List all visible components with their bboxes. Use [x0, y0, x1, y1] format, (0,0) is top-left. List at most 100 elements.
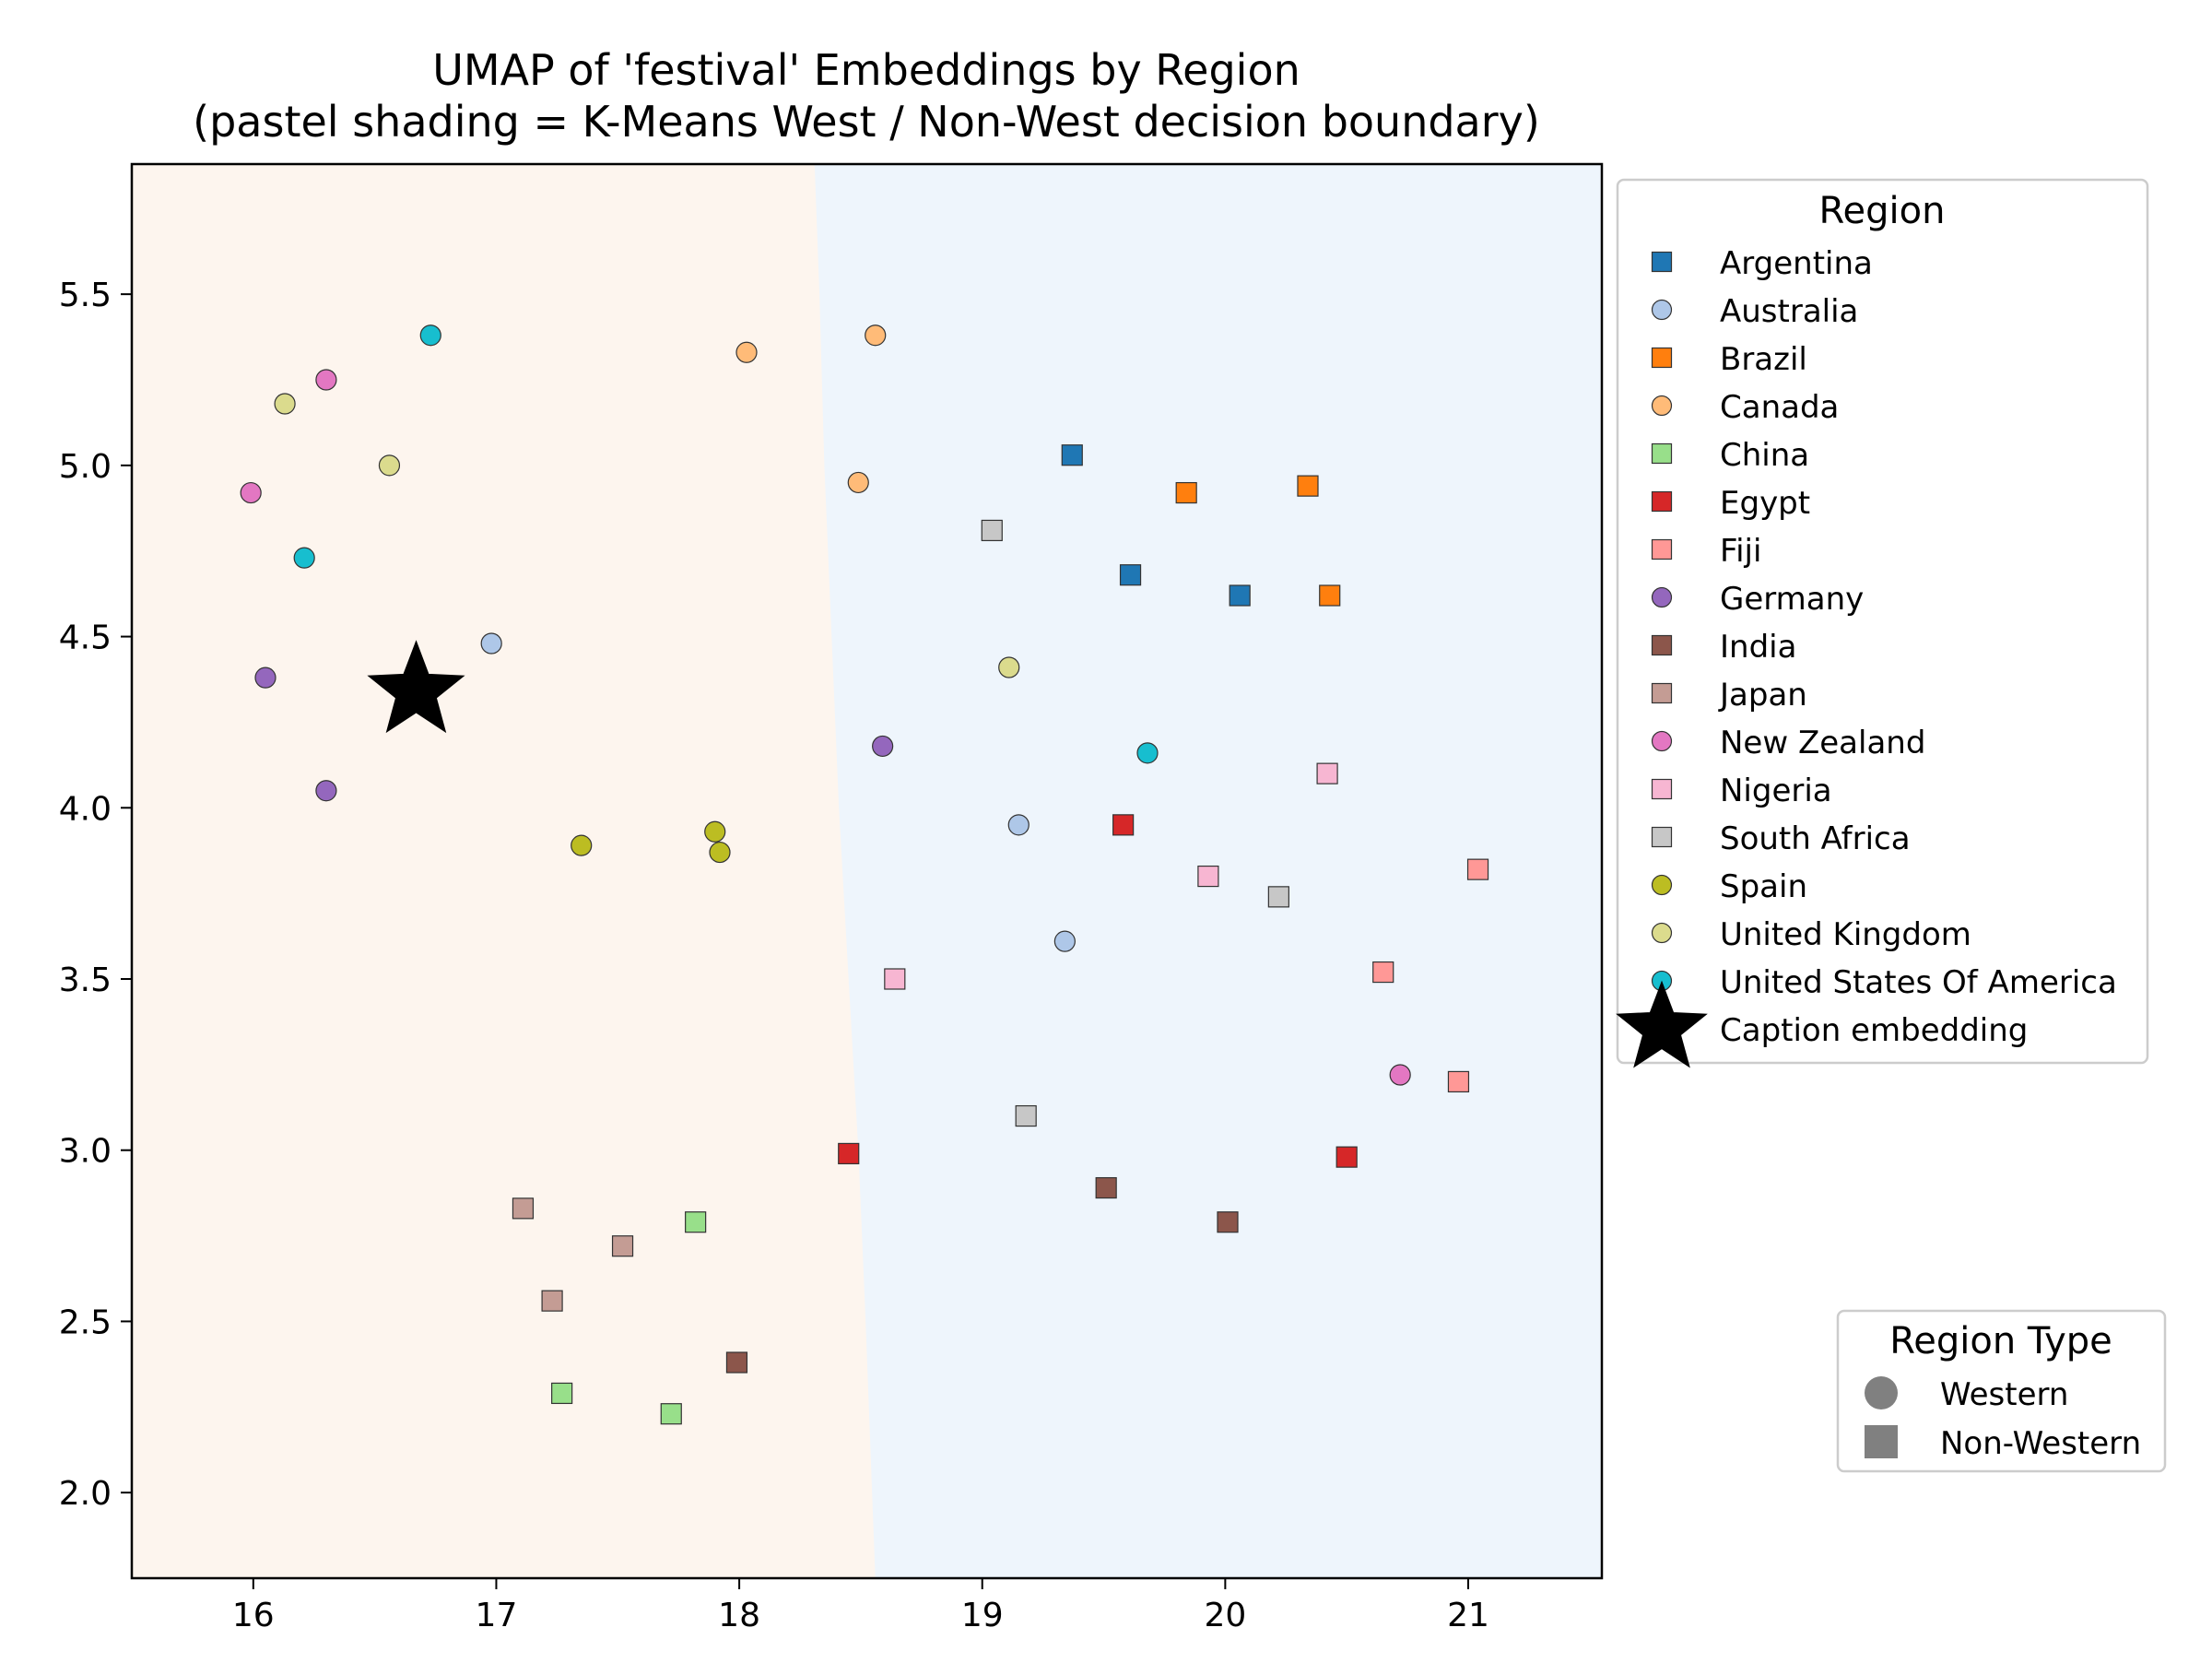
legend-type-title: Region Type — [1889, 1320, 2112, 1362]
legend-marker-nigeria — [1651, 778, 1673, 800]
point-spain — [704, 820, 726, 843]
point-egypt — [1335, 1146, 1358, 1168]
point-canada — [735, 341, 758, 363]
y-tick-label: 3.0 — [59, 1133, 112, 1171]
legend-marker-united-kingdom — [1651, 922, 1673, 944]
y-tick-label: 5.0 — [59, 448, 112, 486]
point-south-africa — [1267, 886, 1289, 908]
legend-marker-australia — [1651, 299, 1673, 321]
legend-marker-south-africa — [1651, 826, 1673, 848]
legend-label-egypt: Egypt — [1720, 485, 1810, 522]
legend-label-brazil: Brazil — [1720, 341, 1807, 378]
point-fiji — [1466, 858, 1489, 880]
point-canada — [847, 471, 869, 494]
point-caption-embedding — [367, 640, 465, 734]
legend-label-canada: Canada — [1720, 389, 1839, 426]
legend-label-india: India — [1720, 629, 1796, 666]
point-nigeria — [1197, 865, 1219, 888]
x-tick-label: 20 — [1204, 1597, 1246, 1634]
x-tick-label: 17 — [476, 1597, 518, 1634]
data-points — [240, 324, 1489, 1425]
chart-title-line-2: (pastel shading = K-Means West / Non-Wes… — [193, 97, 1540, 147]
x-axis-ticks: 16 17 18 19 20 21 — [232, 1578, 1489, 1634]
legend-label-china: China — [1720, 437, 1809, 474]
point-united-kingdom — [274, 393, 296, 415]
point-germany — [254, 666, 276, 689]
legend-marker-egypt — [1651, 490, 1673, 513]
point-argentina — [1061, 444, 1083, 466]
legend-type-marker-western — [1865, 1376, 1898, 1409]
point-fiji — [1447, 1070, 1470, 1093]
legend-type-label-non-western: Non-Western — [1940, 1425, 2141, 1462]
point-japan — [611, 1235, 634, 1257]
legend-marker-new-zealand — [1651, 730, 1673, 752]
x-tick-label: 18 — [718, 1597, 760, 1634]
point-argentina — [1229, 584, 1251, 607]
point-india — [725, 1351, 748, 1374]
x-tick-label: 21 — [1447, 1597, 1489, 1634]
point-china — [660, 1403, 682, 1425]
y-tick-label: 2.0 — [59, 1475, 112, 1513]
point-brazil — [1319, 584, 1341, 607]
point-germany — [315, 780, 337, 802]
y-axis-ticks: 2.0 2.5 3.0 3.5 4.0 4.5 5.0 5.5 — [59, 277, 132, 1513]
chart-title-line-1: UMAP of 'festival' Embeddings by Region — [432, 45, 1300, 95]
point-united-states-of-america — [1136, 742, 1159, 764]
point-new-zealand — [240, 481, 262, 504]
legend-label-germany: Germany — [1720, 581, 1864, 618]
point-brazil — [1175, 481, 1197, 504]
legend-label-caption-embedding: Caption embedding — [1720, 1012, 2028, 1049]
y-tick-label: 5.5 — [59, 277, 112, 314]
legend-label-nigeria: Nigeria — [1720, 773, 1832, 809]
y-tick-label: 2.5 — [59, 1303, 112, 1341]
y-tick-label: 3.5 — [59, 961, 112, 999]
legend-type-marker-non-western — [1865, 1425, 1898, 1458]
legend-region-frame — [1616, 178, 2149, 1065]
legend-label-japan: Japan — [1718, 677, 1807, 714]
point-united-kingdom — [998, 656, 1020, 678]
legend-marker-china — [1651, 442, 1673, 465]
legend-marker-spain — [1651, 874, 1673, 896]
point-china — [685, 1211, 707, 1233]
legend-region-entries: Argentina Australia Brazil Canada China Egypt… — [1616, 245, 2117, 1068]
point-united-kingdom — [378, 454, 401, 477]
legend-marker-brazil — [1651, 347, 1673, 369]
point-australia — [1007, 814, 1030, 836]
point-new-zealand — [315, 369, 337, 391]
point-nigeria — [1316, 762, 1338, 784]
legend-marker-caption-embedding — [1616, 980, 1708, 1068]
point-brazil — [1297, 475, 1319, 497]
y-tick-label: 4.0 — [59, 790, 112, 828]
x-tick-label: 19 — [961, 1597, 1004, 1634]
x-tick-label: 16 — [232, 1597, 275, 1634]
point-canada — [865, 324, 887, 347]
legend-label-argentina: Argentina — [1720, 245, 1873, 282]
point-new-zealand — [1389, 1064, 1411, 1086]
point-india — [1095, 1176, 1117, 1199]
point-germany — [872, 735, 894, 758]
legend-marker-germany — [1651, 586, 1673, 608]
point-japan — [512, 1197, 535, 1220]
point-united-states-of-america — [419, 324, 441, 347]
legend-marker-fiji — [1651, 538, 1673, 560]
region-western — [132, 164, 876, 1578]
point-india — [1217, 1211, 1239, 1233]
point-egypt — [1112, 814, 1135, 836]
point-united-states-of-america — [293, 547, 315, 569]
legend-marker-japan — [1651, 682, 1673, 704]
legend-type-label-western: Western — [1940, 1376, 2068, 1413]
legend-label-australia: Australia — [1720, 293, 1858, 330]
point-nigeria — [884, 968, 906, 990]
point-spain — [709, 841, 731, 864]
point-spain — [571, 834, 593, 856]
legend-marker-canada — [1651, 395, 1673, 417]
legend-type-frame — [1836, 1309, 2167, 1473]
legend-label-united-states-of-america: United States Of America — [1720, 964, 2117, 1001]
legend-marker-argentina — [1651, 251, 1673, 273]
point-fiji — [1372, 961, 1394, 984]
point-japan — [541, 1290, 563, 1312]
legend-label-fiji: Fiji — [1720, 533, 1761, 570]
point-egypt — [838, 1142, 860, 1165]
point-china — [551, 1382, 573, 1405]
